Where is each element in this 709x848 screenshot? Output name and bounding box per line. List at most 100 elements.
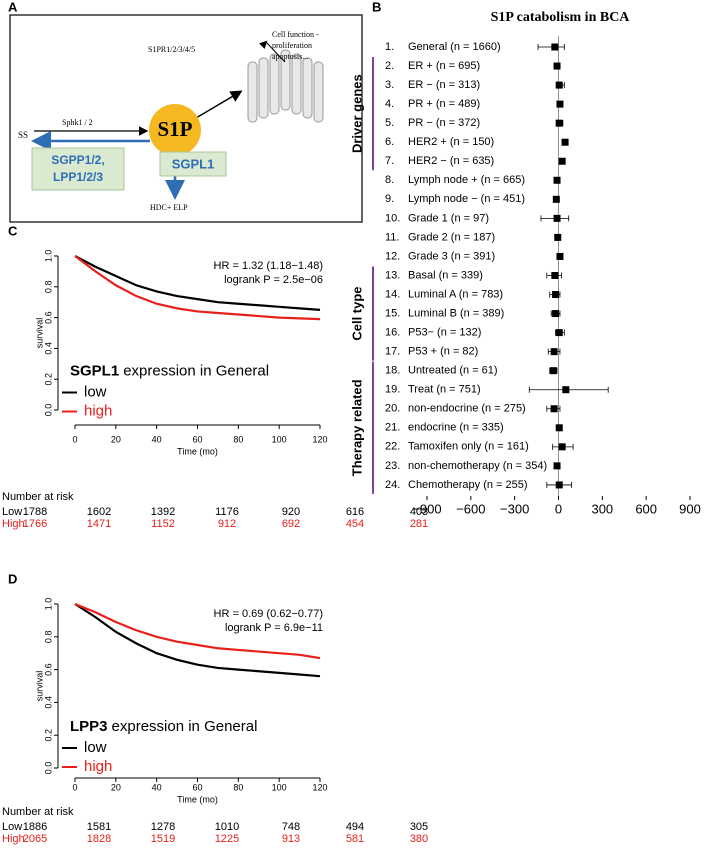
annotation: HR = 1.32 (1.18−1.48)	[214, 260, 323, 272]
row-label: Treat (n = 751)	[408, 384, 481, 396]
row-number: 13.	[385, 269, 400, 281]
y-tick-label: 0.0	[43, 404, 53, 417]
row-label: P53− (n = 132)	[408, 327, 481, 339]
row-number: 23.	[385, 460, 400, 472]
risk-count: 748	[282, 821, 300, 833]
row-label: Tamoxifen only (n = 161)	[408, 441, 529, 453]
row-label: Lymph node + (n = 665)	[408, 174, 525, 186]
x-tick-label: 100	[272, 434, 287, 444]
row-number: 19.	[385, 384, 400, 396]
row-label: General (n = 1660)	[408, 41, 501, 53]
arrow	[195, 90, 243, 119]
risk-count: 912	[218, 518, 236, 530]
panel-label: D	[8, 571, 17, 586]
risk-count: 1766	[23, 518, 47, 530]
group-label: Therapy related	[349, 379, 364, 476]
y-tick-label: 1.0	[43, 598, 53, 611]
outcome-label: Cell function -	[272, 30, 319, 39]
ci-bar	[537, 44, 565, 50]
chart: D 0.0 0.2 0.4 0.6 0.8 1.0 0 20 40 60 80 100 120 Time (…	[2, 571, 428, 844]
legend-gene: LPP3	[70, 718, 108, 735]
outcome-label: apoptosis...	[272, 52, 308, 61]
y-tick-label: 0.4	[43, 696, 53, 709]
x-tick-label: 80	[233, 782, 243, 792]
row-number: 12.	[385, 250, 400, 262]
phosphatase-label: LPP1/2/3	[53, 170, 103, 184]
estimate-square	[555, 481, 563, 489]
row-label: non-chemotherapy (n = 354)	[408, 460, 547, 472]
risk-count: 1225	[215, 833, 239, 845]
group-label: Cell type	[349, 286, 364, 340]
risk-count: 1010	[215, 821, 239, 833]
estimate-square	[558, 157, 566, 165]
risk-count: 380	[410, 833, 428, 845]
row-label: non-endocrine (n = 275)	[408, 403, 526, 415]
row-number: 9.	[385, 193, 394, 205]
row-number: 21.	[385, 422, 400, 434]
chart: B S1P catabolism in BCA −900 −600 −300 0 300 60…	[349, 0, 700, 516]
estimate-square	[553, 214, 561, 222]
chart: C 0.0 0.2 0.4 0.6 0.8 1.0 0 20 40 60 80 100 120 Time (…	[2, 223, 428, 529]
y-tick-label: 0.2	[43, 729, 53, 742]
x-tick-label: 900	[679, 501, 701, 516]
estimate-square	[552, 310, 560, 318]
row-number: 24.	[385, 479, 400, 491]
risk-table-title: Number at risk	[2, 806, 74, 818]
risk-count: 581	[346, 833, 364, 845]
arrow-head	[258, 40, 268, 50]
legend-title-text: expression in General	[112, 718, 258, 735]
x-axis-title: Time (mo)	[177, 446, 218, 456]
row-number: 7.	[385, 155, 394, 167]
risk-count: 1176	[215, 506, 239, 518]
estimate-square	[553, 462, 561, 470]
survival-curve	[74, 603, 321, 678]
risk-row-label: High	[2, 833, 25, 845]
estimate-square	[549, 367, 557, 375]
row-number: 6.	[385, 136, 394, 148]
row-label: ER + (n = 695)	[408, 60, 480, 72]
x-tick-label: 120	[312, 782, 327, 792]
x-tick-label: 40	[152, 434, 162, 444]
row-label: P53 + (n = 82)	[408, 346, 478, 358]
x-tick-label: −600	[456, 501, 485, 516]
row-label: Chemotherapy (n = 255)	[408, 479, 528, 491]
chart-title: S1P catabolism in BCA	[491, 10, 631, 25]
diagram: A S1PR1/2/3/4/5 Cell function - prolifer…	[8, 0, 363, 223]
legend-label: high	[84, 402, 112, 419]
row-number: 4.	[385, 98, 394, 110]
risk-count: 913	[282, 833, 300, 845]
x-tick-label: 60	[192, 782, 202, 792]
y-tick-label: 1.0	[43, 250, 53, 263]
substrate-label: SS	[18, 130, 28, 140]
phosphatase-label: SGPP1/2,	[51, 153, 104, 167]
legend-title: SGPL1 expression in General	[70, 362, 269, 379]
estimate-square	[555, 424, 563, 432]
x-tick-label: 0	[72, 434, 77, 444]
arrow	[265, 41, 286, 63]
x-tick-label: 40	[152, 782, 162, 792]
row-label: HER2 + (n = 150)	[408, 136, 494, 148]
row-number: 11.	[385, 231, 399, 243]
x-tick-label: −900	[412, 501, 441, 516]
panel-label: C	[8, 223, 18, 238]
survival-curve	[74, 255, 321, 321]
risk-count: 692	[282, 518, 300, 530]
risk-count: 1278	[151, 821, 175, 833]
survival-curve	[74, 255, 321, 311]
row-number: 3.	[385, 79, 394, 91]
estimate-square	[553, 176, 561, 184]
row-number: 10.	[385, 212, 400, 224]
y-tick-label: 0.0	[43, 762, 53, 775]
survival-curve	[74, 602, 321, 660]
legend-title: LPP3 expression in General	[70, 718, 257, 735]
estimate-square	[562, 386, 570, 394]
risk-count: 281	[410, 518, 428, 530]
row-number: 20.	[385, 403, 400, 415]
outcome-label: proliferation	[272, 41, 312, 50]
receptor-label: S1PR1/2/3/4/5	[148, 45, 195, 54]
row-label: Grade 3 (n = 391)	[408, 250, 495, 262]
group-label: Driver genes	[349, 74, 364, 153]
receptor-icon	[247, 49, 324, 123]
row-label: Lymph node − (n = 451)	[408, 193, 525, 205]
